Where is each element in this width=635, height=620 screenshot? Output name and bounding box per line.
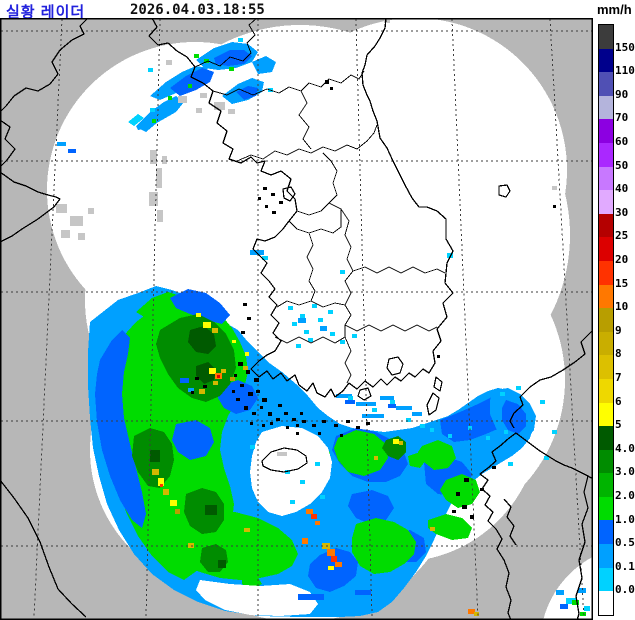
legend-value-label: 50 [615,158,629,172]
legend-value-label: 9 [615,323,622,337]
legend-color-segment [599,48,613,73]
legend-unit-label: mm/h [597,2,632,17]
legend-value-label: 0.5 [615,536,635,550]
legend-value-label: 150 [615,40,635,54]
precipitation-layer [88,42,536,617]
legend-color-segment [599,355,613,379]
legend-color-segment [599,378,613,403]
legend-value-label: 8 [615,347,622,361]
observation-timestamp: 2026.04.03.18:55 [130,2,265,18]
legend-value-label: 7 [615,371,622,384]
legend-color-segment [599,308,613,332]
legend-color-segment [599,237,613,261]
coastlines [0,17,594,620]
legend-color-segment [599,496,613,521]
legend-color-segment [599,402,613,427]
legend-color-segment [599,119,613,143]
legend-value-label: 30 [615,205,629,219]
legend-value-label: 10 [615,300,629,314]
legend-value-label: 2.0 [615,489,635,502]
radar-map [0,17,635,620]
legend-value-label: 15 [615,276,629,290]
legend-color-segment [599,520,613,545]
legend-color-segment [599,473,613,497]
legend-value-label: 40 [615,182,629,196]
legend-color-segment [599,166,613,191]
legend-color-segment [599,284,613,309]
legend-color-segment [599,72,613,96]
legend-value-label: 3.0 [615,465,635,479]
legend-value-label: 6 [615,394,622,408]
legend-color-segment [599,260,613,285]
page-title: 실황 레이더 [6,4,86,21]
legend-value-label: 1.0 [615,512,635,526]
legend-color-segment [599,426,613,450]
legend-value-label: 4.0 [615,441,635,455]
legend-value-label: 60 [615,135,629,148]
legend-value-label: 20 [615,253,629,266]
legend-color-segment [599,213,613,238]
graticule [1,18,592,619]
legend-value-label: 70 [615,111,629,125]
legend-colorbar [598,24,614,616]
legend-value-label: 110 [615,64,635,78]
legend-color-segment [599,331,613,356]
legend-value-label: 25 [615,229,629,243]
radar-svg [0,17,635,620]
clutter-layer [56,19,557,456]
legend-value-label: 0.0 [615,583,635,597]
legend-color-segment [599,95,613,120]
legend-color-segment [599,591,613,615]
legend-color-segment [599,25,613,49]
legend-color-segment [599,567,613,592]
legend-color-segment [599,142,613,167]
map-frame [0,18,593,620]
legend-color-segment [599,449,613,474]
legend-color-segment [599,544,613,568]
legend-value-label: 5 [615,418,622,432]
legend-value-label: 0.1 [615,559,635,573]
province-borders [194,17,446,384]
legend-value-label: 90 [615,87,629,101]
legend-color-segment [599,190,613,214]
islands [191,80,556,519]
